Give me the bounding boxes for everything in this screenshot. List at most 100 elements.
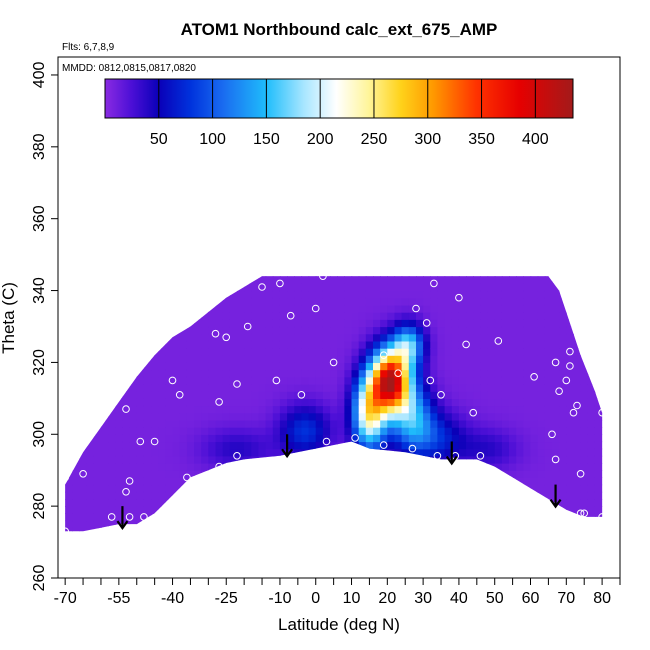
heatmap-cell [279, 297, 288, 306]
heatmap-cell [480, 376, 489, 385]
heatmap-cell [387, 455, 396, 464]
heatmap-cell [208, 434, 217, 443]
heatmap-cell [258, 470, 267, 478]
heatmap-cell [365, 326, 374, 335]
heatmap-cell [279, 520, 288, 529]
heatmap-cell [215, 405, 224, 414]
heatmap-cell [344, 276, 353, 284]
x-tick-label: 70 [557, 590, 575, 607]
heatmap-cell [201, 398, 209, 407]
heatmap-cell [322, 412, 331, 421]
heatmap-cell [223, 535, 231, 543]
heatmap-cell [294, 463, 303, 471]
heatmap-cell [108, 527, 116, 532]
heatmap-cell [594, 348, 603, 356]
heatmap-cell [265, 427, 274, 435]
heatmap-cell [229, 319, 238, 328]
heatmap-cell [473, 362, 481, 371]
heatmap-cell [294, 348, 303, 356]
colorbar-tick-label: 400 [522, 131, 549, 148]
heatmap-cell [401, 419, 410, 428]
heatmap-cell [151, 355, 159, 363]
sample-point [394, 369, 402, 378]
heatmap-cell [151, 419, 159, 428]
heatmap-cell [308, 276, 317, 284]
heatmap-cell [537, 290, 546, 299]
heatmap-cell [537, 283, 546, 292]
heatmap-cell [444, 405, 453, 414]
heatmap-cell [466, 398, 474, 407]
heatmap-cell [194, 376, 202, 385]
heatmap-cell [530, 405, 539, 414]
heatmap-cell [559, 405, 567, 414]
heatmap-cell [487, 419, 496, 428]
x-tick-label: -70 [54, 590, 77, 607]
heatmap-cell [501, 384, 510, 392]
heatmap-cell [459, 262, 467, 270]
heatmap-cell [423, 419, 431, 428]
heatmap-cell [365, 391, 374, 399]
heatmap-cell [552, 427, 560, 435]
heatmap-cell [416, 376, 424, 385]
heatmap-cell [86, 391, 95, 399]
heatmap-cell [573, 333, 582, 342]
heatmap-cell [351, 405, 360, 414]
heatmap-cell [122, 262, 130, 270]
heatmap-cell [444, 427, 453, 435]
heatmap-cell [258, 520, 267, 529]
heatmap-cell [458, 319, 467, 328]
heatmap-cell [573, 312, 582, 320]
heatmap-cell [179, 290, 188, 299]
heatmap-cell [451, 283, 460, 292]
heatmap-cell [509, 527, 517, 532]
heatmap-cell [509, 290, 517, 299]
heatmap-cell [315, 448, 324, 457]
heatmap-cell [258, 484, 267, 493]
heatmap-cell [65, 405, 66, 414]
heatmap-cell [65, 369, 66, 378]
heatmap-cell [430, 427, 439, 435]
heatmap-cell [208, 262, 216, 270]
heatmap-cell [194, 297, 202, 306]
heatmap-cell [251, 455, 260, 464]
heatmap-cell [315, 333, 324, 342]
heatmap-cell [129, 384, 138, 392]
heatmap-cell [65, 369, 73, 378]
heatmap-cell [523, 499, 532, 507]
heatmap-cell [143, 434, 152, 443]
heatmap-cell [401, 506, 410, 514]
heatmap-cell [530, 491, 539, 500]
heatmap-cell [308, 419, 317, 428]
heatmap-cell [458, 405, 467, 414]
heatmap-cell [552, 477, 560, 486]
heatmap-cell [602, 449, 610, 457]
heatmap-cell [136, 384, 145, 392]
heatmap-cell [279, 412, 288, 421]
heatmap-cell [516, 276, 524, 277]
heatmap-cell [509, 297, 517, 306]
heatmap-cell [394, 405, 403, 414]
heatmap-cell [165, 484, 174, 493]
heatmap-cell [201, 470, 209, 478]
heatmap-cell [531, 535, 539, 543]
heatmap-cell [65, 506, 66, 514]
heatmap-cell [416, 312, 424, 320]
heatmap-cell [480, 513, 489, 522]
heatmap-cell [265, 283, 274, 292]
heatmap-cell [179, 506, 188, 514]
heatmap-cell [358, 499, 367, 507]
heatmap-cell [580, 470, 589, 478]
heatmap-cell [416, 276, 424, 277]
heatmap-cell [79, 283, 88, 292]
heatmap-cell [337, 455, 345, 464]
heatmap-cell [186, 362, 195, 371]
heatmap-cell [229, 362, 238, 371]
heatmap-cell [165, 333, 174, 342]
heatmap-cell [86, 384, 95, 392]
heatmap-cell [158, 312, 166, 320]
heatmap-cell [401, 527, 410, 532]
heatmap-cell [251, 434, 260, 443]
heatmap-cell [523, 262, 531, 270]
heatmap-cell [201, 319, 209, 328]
heatmap-cell [229, 369, 238, 378]
